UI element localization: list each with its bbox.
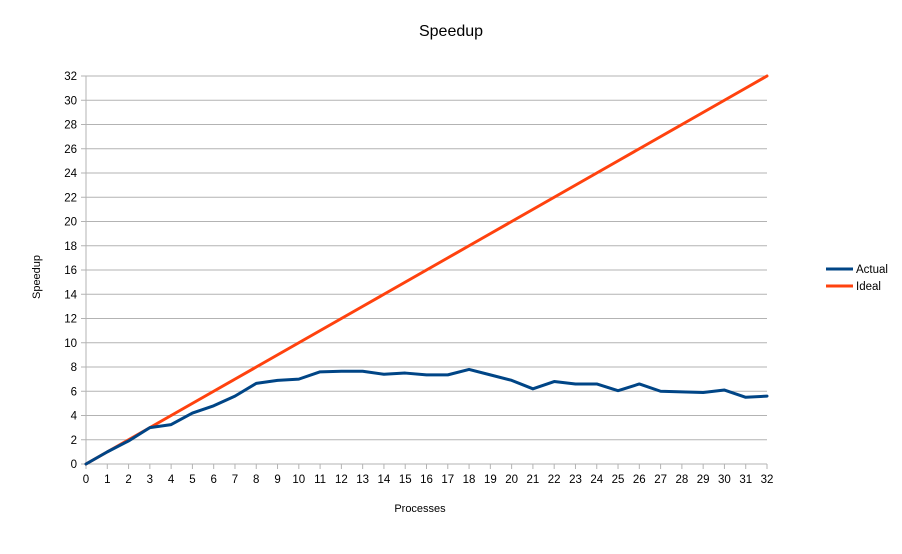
x-tick-label: 24 <box>590 474 603 486</box>
x-tick-label: 8 <box>253 474 259 486</box>
y-tick-label: 28 <box>64 120 77 132</box>
x-tick-label: 18 <box>463 474 476 486</box>
y-tick-label: 8 <box>71 362 77 374</box>
x-tick-label: 26 <box>633 474 646 486</box>
y-tick-label: 24 <box>64 168 77 180</box>
x-tick-label: 2 <box>125 474 131 486</box>
y-tick-label: 16 <box>64 265 77 277</box>
series-line-ideal <box>84 74 769 466</box>
y-tick-label: 26 <box>64 144 77 156</box>
series-line-actual <box>84 367 769 466</box>
y-tick-label: 4 <box>71 411 78 423</box>
x-tick-labels: 0 1 2 3 4 5 6 7 8 9 10 11 12 13 14 15 16 17 18 19 20 21 22 23 24… <box>83 474 774 486</box>
x-tick-label: 19 <box>484 474 497 486</box>
x-tick-label: 4 <box>168 474 175 486</box>
x-tick-label: 0 <box>83 474 89 486</box>
x-tick-label: 27 <box>654 474 667 486</box>
x-tick-label: 23 <box>569 474 582 486</box>
x-tick-label: 20 <box>505 474 518 486</box>
y-tick-label: 18 <box>64 241 77 253</box>
x-tick-label: 32 <box>761 474 774 486</box>
x-tick-label: 12 <box>335 474 348 486</box>
y-tick-label: 6 <box>71 386 77 398</box>
x-tick-label: 1 <box>104 474 110 486</box>
x-tick-label: 9 <box>274 474 280 486</box>
chart-title: Speedup <box>419 23 483 40</box>
x-tick-label: 5 <box>189 474 195 486</box>
x-tick-label: 13 <box>356 474 369 486</box>
x-tick-label: 11 <box>314 474 326 486</box>
y-axis-label: Speedup <box>31 255 43 299</box>
x-tick-label: 31 <box>739 474 752 486</box>
x-tick-label: 30 <box>718 474 731 486</box>
x-tick-label: 25 <box>612 474 625 486</box>
legend-label: Ideal <box>856 281 881 293</box>
x-tick-label: 22 <box>548 474 561 486</box>
y-tick-label: 0 <box>71 459 77 471</box>
y-tick-label: 2 <box>71 435 77 447</box>
x-tick-label: 15 <box>399 474 412 486</box>
y-tick-label: 14 <box>64 289 77 301</box>
x-tick-label: 28 <box>675 474 688 486</box>
series-lines <box>84 74 769 466</box>
x-tick-label: 6 <box>210 474 216 486</box>
y-tick-label: 22 <box>64 192 77 204</box>
y-tick-label: 30 <box>64 95 77 107</box>
x-tick-label: 10 <box>292 474 305 486</box>
legend: Actual Ideal <box>826 264 888 293</box>
y-tick-label: 20 <box>64 217 77 229</box>
x-tick-label: 7 <box>232 474 238 486</box>
x-tick-label: 29 <box>697 474 710 486</box>
grid-lines <box>81 75 768 469</box>
x-tick-label: 17 <box>441 474 454 486</box>
y-tick-label: 12 <box>64 314 77 326</box>
x-tick-label: 3 <box>147 474 153 486</box>
x-tick-label: 14 <box>378 474 391 486</box>
x-tick-label: 21 <box>527 474 540 486</box>
legend-label: Actual <box>856 264 888 276</box>
x-axis-label: Processes <box>394 503 446 515</box>
y-tick-label: 32 <box>64 71 77 83</box>
y-tick-label: 10 <box>64 338 77 350</box>
x-tick-label: 16 <box>420 474 433 486</box>
